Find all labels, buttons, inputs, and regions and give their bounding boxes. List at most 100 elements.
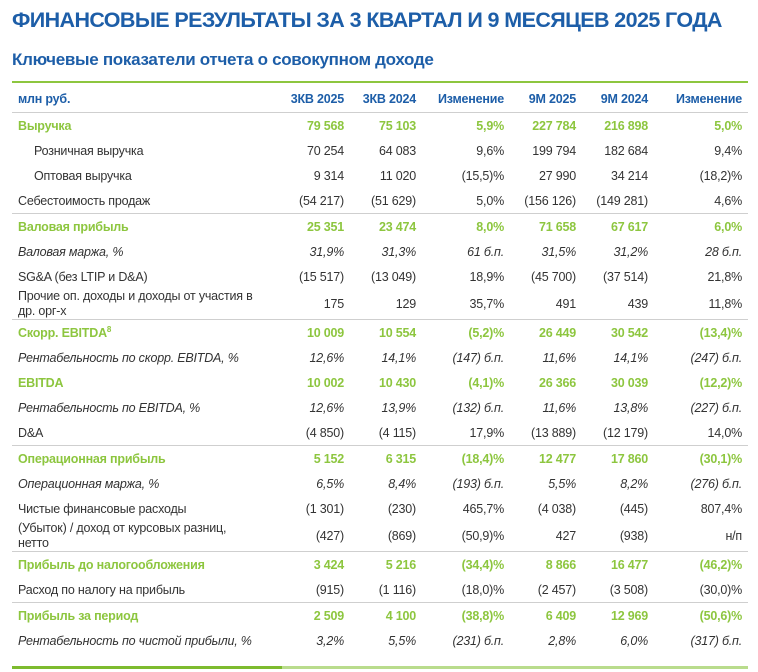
cell-change-9m: (227) б.п. bbox=[654, 395, 748, 420]
cell-3q2025: (15 517) bbox=[264, 264, 350, 289]
cell-3q2025: 3КВ 2025 bbox=[264, 86, 350, 113]
cell-3q2025: 175 bbox=[264, 289, 350, 320]
table-row: Операционная маржа, % 6,5% 8,4% (193) б.п. 5… bbox=[12, 471, 748, 496]
table-row: Оптовая выручка 9 314 11 020 (15,5)% 27 990 3… bbox=[12, 163, 748, 188]
value: 3КВ 2024 bbox=[362, 92, 416, 106]
cell-9m2024: 6,0% bbox=[582, 628, 654, 653]
cell-label: млн руб. bbox=[12, 86, 264, 113]
value: 182 684 bbox=[604, 143, 648, 158]
value: (869) bbox=[387, 529, 416, 543]
cell-9m2025: 9М 2025 bbox=[510, 86, 582, 113]
cell-9m2025: (4 038) bbox=[510, 496, 582, 521]
cell-9m2024: (938) bbox=[582, 521, 654, 552]
cell-9m2024: (149 281) bbox=[582, 188, 654, 214]
table-row: Рентабельность по скорр. EBITDA, % 12,6% 1… bbox=[12, 345, 748, 370]
value: (15,5)% bbox=[461, 168, 505, 183]
value: 8,2% bbox=[620, 476, 648, 491]
cell-change-9m: (13,4)% bbox=[654, 320, 748, 346]
value: 8 866 bbox=[545, 557, 576, 572]
value: (4 038) bbox=[537, 501, 576, 516]
cell-3q2024: (13 049) bbox=[350, 264, 422, 289]
value: (54 217) bbox=[299, 193, 344, 208]
value: 9М 2024 bbox=[600, 92, 648, 106]
value: 5,0% bbox=[714, 118, 742, 133]
value: (50,6)% bbox=[699, 608, 743, 623]
row-label: SG&A (без LTIP и D&A) bbox=[18, 269, 148, 284]
value: (276) б.п. bbox=[690, 476, 742, 491]
value: (18,4)% bbox=[461, 451, 505, 466]
table-row: Рентабельность по чистой прибыли, % 3,2% 5… bbox=[12, 628, 748, 653]
section-subtitle: Ключевые показатели отчета о совокупном … bbox=[12, 50, 434, 69]
cell-label: Прибыль до налогообложения bbox=[12, 552, 264, 578]
cell-change-q: (38,8)% bbox=[422, 603, 510, 629]
row-label: EBITDA bbox=[18, 375, 64, 390]
cell-3q2025: 10 009 bbox=[264, 320, 350, 346]
value: 5,5% bbox=[388, 633, 416, 648]
value: (147) б.п. bbox=[452, 350, 504, 365]
cell-label: Прибыль за период bbox=[12, 603, 264, 629]
cell-9m2025: 71 658 bbox=[510, 214, 582, 240]
value: (247) б.п. bbox=[690, 350, 742, 365]
value: 79 568 bbox=[306, 118, 344, 133]
cell-change-q: Изменение bbox=[422, 86, 510, 113]
value: (4 850) bbox=[305, 425, 344, 440]
value: 61 б.п. bbox=[467, 244, 504, 259]
cell-change-q: (231) б.п. bbox=[422, 628, 510, 653]
cell-9m2025: 199 794 bbox=[510, 138, 582, 163]
cell-change-9m: (276) б.п. bbox=[654, 471, 748, 496]
value: 34 214 bbox=[610, 168, 648, 183]
value: 4,6% bbox=[714, 193, 742, 208]
value: 3КВ 2025 bbox=[290, 92, 344, 106]
cell-9m2025: 491 bbox=[510, 289, 582, 320]
row-label: Рентабельность по скорр. EBITDA, % bbox=[18, 350, 239, 365]
value: 5,0% bbox=[476, 193, 504, 208]
footnote-marker: 8 bbox=[106, 324, 112, 334]
value: 175 bbox=[323, 297, 344, 311]
cell-label: Рентабельность по EBITDA, % bbox=[12, 395, 264, 420]
cell-3q2025: (54 217) bbox=[264, 188, 350, 214]
value: (1 116) bbox=[378, 582, 416, 597]
value: (13 049) bbox=[371, 269, 416, 284]
value: (938) bbox=[619, 529, 648, 543]
value: (18,0)% bbox=[461, 582, 505, 597]
value: 31,2% bbox=[613, 244, 649, 259]
value: 14,1% bbox=[381, 350, 417, 365]
cell-label: Операционная прибыль bbox=[12, 446, 264, 472]
value: (193) б.п. bbox=[452, 476, 504, 491]
table-row: EBITDA 10 002 10 430 (4,1)% 26 366 30 039 (12,… bbox=[12, 370, 748, 395]
value: (5,2)% bbox=[468, 325, 504, 340]
value: 10 554 bbox=[378, 325, 416, 340]
cell-3q2025: (427) bbox=[264, 521, 350, 552]
value: 5 152 bbox=[313, 451, 344, 466]
bottom-divider-accent bbox=[12, 666, 282, 669]
value: (445) bbox=[619, 501, 648, 516]
value: (12 179) bbox=[603, 425, 648, 440]
cell-9m2024: (445) bbox=[582, 496, 654, 521]
cell-9m2025: 5,5% bbox=[510, 471, 582, 496]
value: (12,2)% bbox=[699, 375, 743, 390]
value: 10 430 bbox=[378, 375, 416, 390]
cell-change-q: 5,9% bbox=[422, 113, 510, 139]
cell-change-q: (15,5)% bbox=[422, 163, 510, 188]
value: (50,9)% bbox=[461, 529, 505, 543]
value: (13,4)% bbox=[699, 325, 743, 340]
cell-3q2025: 10 002 bbox=[264, 370, 350, 395]
value: 11,6% bbox=[542, 350, 576, 365]
cell-change-q: (132) б.п. bbox=[422, 395, 510, 420]
cell-3q2024: 4 100 bbox=[350, 603, 422, 629]
cell-9m2024: 30 542 bbox=[582, 320, 654, 346]
table-row: Скорр. EBITDA8 10 009 10 554 (5,2)% 26 449 30… bbox=[12, 320, 748, 346]
value: (34,4)% bbox=[461, 557, 505, 572]
value: 9,4% bbox=[714, 143, 742, 158]
cell-change-q: (193) б.п. bbox=[422, 471, 510, 496]
table-row: SG&A (без LTIP и D&A) (15 517) (13 049) 18,… bbox=[12, 264, 748, 289]
cell-change-9m: 4,6% bbox=[654, 188, 748, 214]
cell-9m2024: 182 684 bbox=[582, 138, 654, 163]
cell-9m2025: 11,6% bbox=[510, 345, 582, 370]
value: 14,1% bbox=[613, 350, 649, 365]
value: 3 424 bbox=[313, 557, 344, 572]
cell-label: Рентабельность по скорр. EBITDA, % bbox=[12, 345, 264, 370]
cell-label: Себестоимость продаж bbox=[12, 188, 264, 214]
cell-label: Чистые финансовые расходы bbox=[12, 496, 264, 521]
row-label: Операционная маржа, % bbox=[18, 476, 160, 491]
